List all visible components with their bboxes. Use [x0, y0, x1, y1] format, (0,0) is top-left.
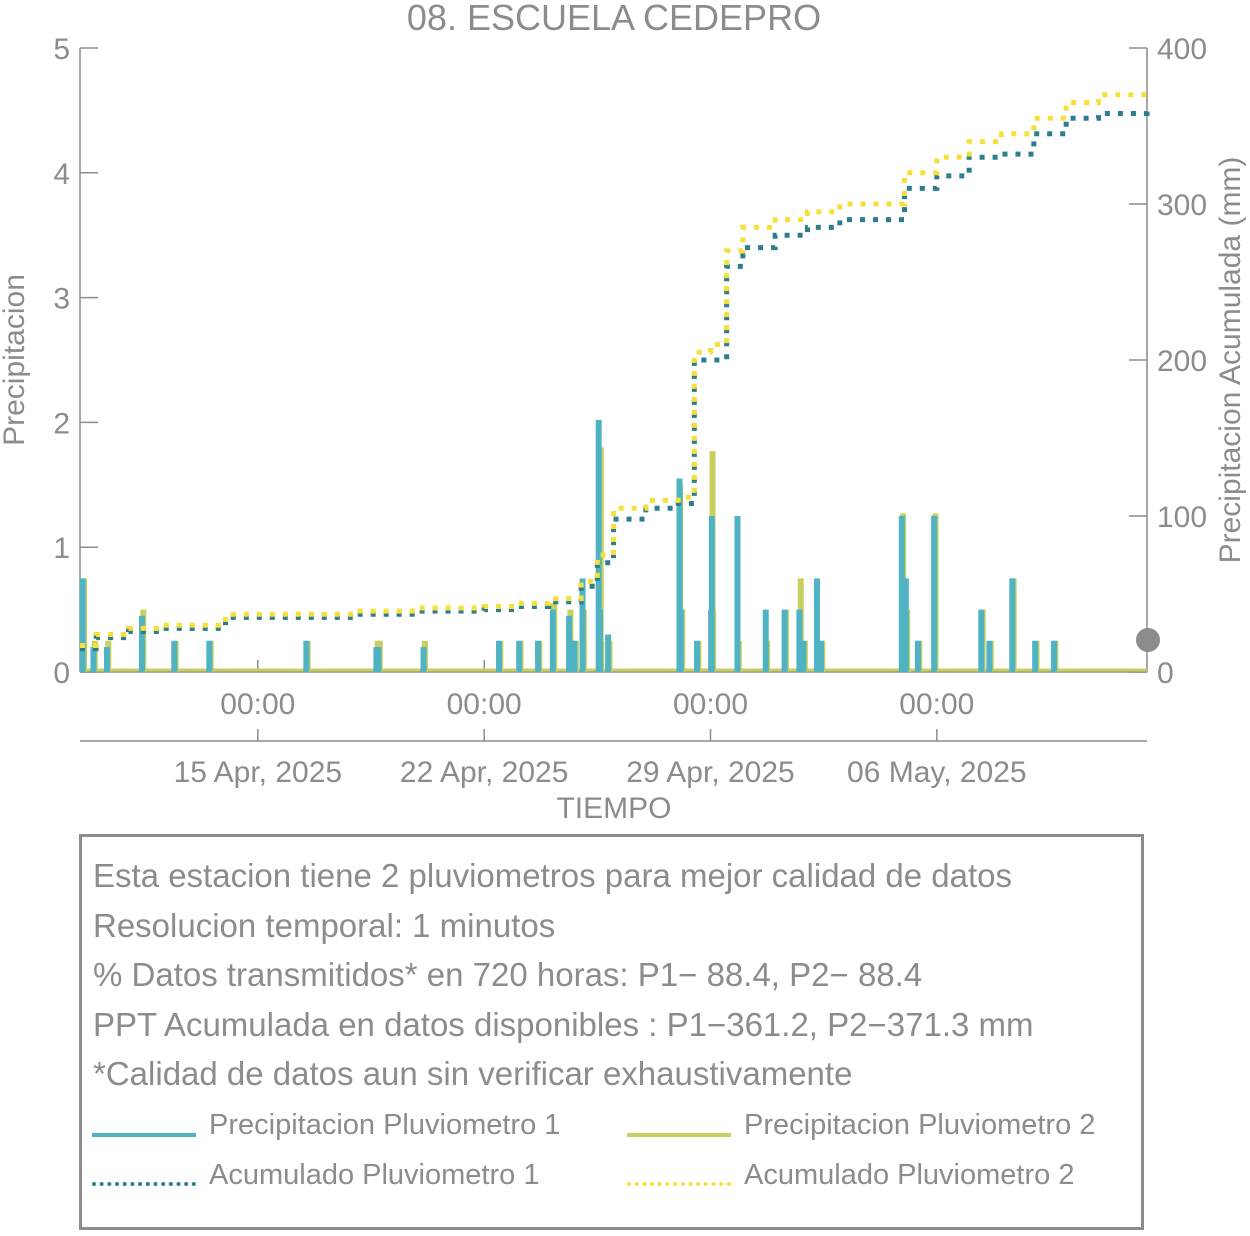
precip-bar	[762, 609, 769, 672]
x-date-tick-label: 06 May, 2025	[847, 756, 1027, 789]
x-tick-label: 00:00	[447, 688, 522, 721]
cumulative-lines	[80, 92, 1150, 652]
legend-swatch-acum-p2	[627, 1182, 731, 1186]
y2-tick-label: 0	[1157, 657, 1174, 690]
y-tick-label: 0	[53, 657, 70, 690]
precip-bar	[914, 640, 921, 672]
legend-label-p2: Precipitacion Pluviometro 2	[744, 1109, 1096, 1141]
legend-swatch-p2	[627, 1133, 731, 1137]
precip-bar	[579, 578, 586, 672]
precip-bar	[676, 478, 683, 672]
precip-bar	[535, 640, 542, 672]
y-tick-label: 5	[53, 33, 70, 66]
precip-bar	[902, 578, 909, 672]
y2-tick-label: 400	[1157, 33, 1207, 66]
precip-bar	[597, 609, 604, 672]
info-line-quality: *Calidad de datos aun sin verificar exha…	[93, 1055, 853, 1092]
legend-swatch-p1	[92, 1133, 196, 1137]
y-tick-label: 2	[53, 407, 70, 440]
x-date-tick-label: 15 Apr, 2025	[174, 756, 343, 789]
precip-bar	[90, 647, 97, 672]
precip-bar	[303, 640, 310, 672]
info-line-resolution: Resolucion temporal: 1 minutos	[93, 907, 556, 944]
info-line-stations: Esta estacion tiene 2 pluviometros para …	[93, 857, 1013, 894]
bars-pluviometro-1	[79, 419, 1058, 672]
precip-bar	[495, 640, 502, 672]
legend-label-p1: Precipitacion Pluviometro 1	[209, 1109, 561, 1141]
scroll-handle[interactable]	[1136, 628, 1160, 652]
y-axis-label: Precipitacion	[0, 274, 31, 446]
precip-bar	[931, 516, 938, 672]
x-tick-label: 00:00	[899, 688, 974, 721]
precip-bar	[566, 615, 573, 672]
precip-bar	[986, 640, 993, 672]
precip-bar	[781, 609, 788, 672]
x-date-tick-label: 29 Apr, 2025	[626, 756, 795, 789]
precip-bar	[171, 640, 178, 672]
precip-bar	[206, 640, 213, 672]
precip-bar	[898, 516, 905, 672]
y2-axis-label: Precipitacion Acumulada (mm)	[1214, 157, 1247, 564]
chart-axes: 0 1 2 3 4 5 0 100 200 300 400 00:00 15 Apr, 2025 00:0…	[53, 33, 1207, 789]
cumulative-line-pluviometro-1	[80, 110, 1150, 652]
info-panel: Esta estacion tiene 2 pluviometros para …	[79, 834, 1144, 1230]
bars-pluviometro-2	[80, 447, 1147, 672]
precip-bar	[420, 647, 427, 672]
precip-bar	[817, 640, 824, 672]
precip-bar	[708, 516, 715, 672]
precip-bar	[516, 640, 523, 672]
precip-bar	[375, 647, 382, 672]
precip-bar	[605, 634, 612, 672]
x-tick-label: 00:00	[220, 688, 295, 721]
y-tick-label: 1	[53, 532, 70, 565]
y-tick-label: 3	[53, 283, 70, 316]
y2-tick-label: 200	[1157, 345, 1207, 378]
precip-bar	[1032, 640, 1039, 672]
legend-label-acum-p2: Acumulado Pluviometro 2	[744, 1159, 1075, 1191]
precip-bar	[677, 609, 684, 672]
chart-title: 08. ESCUELA CEDEPRO	[407, 0, 821, 38]
precip-bar	[734, 516, 741, 672]
precip-bar	[103, 647, 110, 672]
legend-label-acum-p1: Acumulado Pluviometro 1	[209, 1159, 540, 1191]
precip-bar	[800, 640, 807, 672]
precip-bar	[1009, 578, 1016, 672]
precip-bar	[1051, 640, 1058, 672]
info-line-accumulated: PPT Acumulada en datos disponibles : P1−…	[93, 1006, 1034, 1043]
y2-tick-label: 100	[1157, 501, 1207, 534]
y-tick-label: 4	[53, 158, 70, 191]
precip-bar	[79, 578, 86, 672]
precip-bar	[694, 640, 701, 672]
x-axis-label: TIEMPO	[556, 792, 671, 825]
y2-tick-label: 300	[1157, 189, 1207, 222]
precip-bar	[549, 609, 556, 672]
precip-bar	[571, 640, 578, 672]
precip-bar	[595, 419, 602, 672]
x-date-tick-label: 22 Apr, 2025	[400, 756, 569, 789]
precip-bar	[796, 609, 803, 672]
cumulative-line-pluviometro-2	[80, 92, 1150, 648]
x-tick-label: 00:00	[673, 688, 748, 721]
precip-bar	[978, 609, 985, 672]
precipitation-chart: 08. ESCUELA CEDEPRO 01234501002003004000…	[0, 0, 1247, 825]
precip-bar	[813, 578, 820, 672]
precip-bar	[138, 615, 145, 672]
info-line-transmitted: % Datos transmitidos* en 720 horas: P1− …	[93, 956, 923, 993]
legend-swatch-acum-p1	[92, 1182, 196, 1186]
